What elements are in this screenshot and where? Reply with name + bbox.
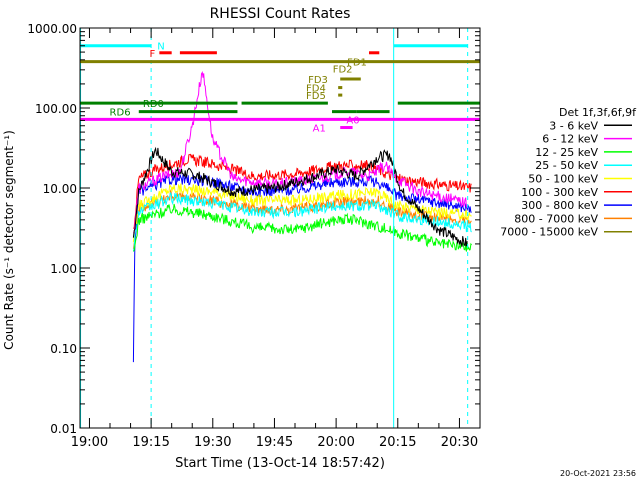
- y-tick-label: 1000.00: [27, 22, 77, 36]
- series-line-800-7000keV: [132, 189, 472, 249]
- x-tick-label: 19:00: [71, 435, 108, 450]
- timestamp: 20-Oct-2021 23:56: [560, 469, 636, 478]
- y-tick-label: 0.01: [50, 422, 77, 436]
- legend-entry-label: 800 - 7000 keV: [514, 212, 598, 225]
- series-line-300-800keV: [132, 173, 472, 363]
- chart-title: RHESSI Count Rates: [210, 6, 351, 22]
- x-tick-label: 20:30: [441, 435, 478, 450]
- series-line-25-50keV: [132, 191, 472, 252]
- plot-frame: [79, 27, 481, 429]
- flag-label-fd1: FD1: [347, 58, 367, 69]
- y-tick-label: 0.10: [50, 342, 77, 356]
- series-line-12-25keV: [133, 203, 472, 252]
- x-tick-label: 19:15: [132, 435, 169, 450]
- legend-title: Det 1f,3f,6f,9f: [559, 106, 637, 119]
- legend-entry-label: 50 - 100 keV: [528, 173, 598, 186]
- x-axis-label: Start Time (13-Oct-14 18:57:42): [175, 456, 385, 471]
- x-tick-label: 19:30: [194, 435, 231, 450]
- series-line-100-300keV: [132, 153, 472, 229]
- flag-label-rd0: RD0: [143, 99, 164, 110]
- series-line-3-6keV: [132, 146, 468, 247]
- legend-entry-label: 12 - 25 keV: [535, 146, 598, 159]
- x-tick-label: 19:45: [256, 435, 293, 450]
- y-tick-label: 1.00: [50, 262, 77, 276]
- flag-label-a1: A1: [313, 124, 326, 135]
- legend-entry-label: 100 - 300 keV: [521, 186, 598, 199]
- y-axis-label: Count Rate (s⁻¹ detector segment⁻¹): [2, 130, 16, 350]
- legend-entry-label: 25 - 50 keV: [535, 159, 598, 172]
- x-tick-label: 20:15: [379, 435, 416, 450]
- legend-entry-label: 6 - 12 keV: [542, 133, 598, 146]
- legend-entry-label: 7000 - 15000 keV: [500, 226, 598, 239]
- flag-label-a0: A0: [346, 115, 359, 126]
- flag-label-n: N: [157, 42, 164, 53]
- legend-entry-label: 3 - 6 keV: [549, 119, 598, 132]
- series-line-6-12keV: [133, 71, 468, 235]
- flag-label-fd5: FD5: [306, 91, 326, 102]
- legend-entry-label: 300 - 800 keV: [521, 199, 598, 212]
- y-tick-label: 10.00: [43, 182, 77, 196]
- flag-label-rd6: RD6: [110, 108, 131, 119]
- flag-label-f: F: [149, 49, 155, 60]
- flag-label-fd2: FD2: [333, 65, 353, 76]
- y-tick-label: 100.00: [35, 102, 77, 116]
- flag-label-fd4: FD4: [306, 84, 326, 95]
- x-tick-label: 20:00: [317, 435, 354, 450]
- flag-label-fd3: FD3: [308, 75, 328, 86]
- series-line-50-100keV: [132, 183, 472, 242]
